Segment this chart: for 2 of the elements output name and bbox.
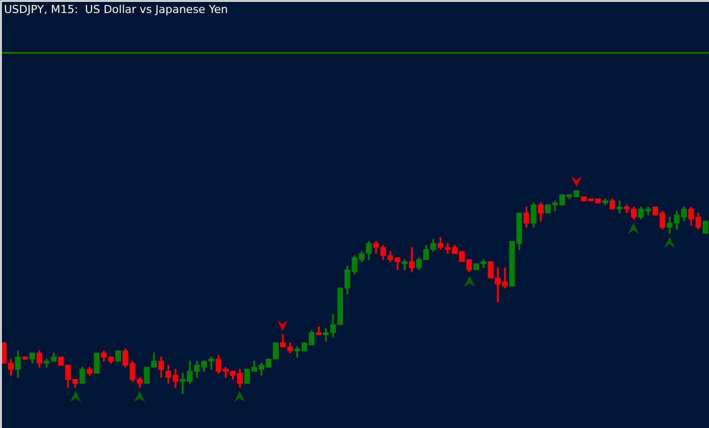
candlestick — [616, 200, 622, 214]
chart-title: USDJPY, M15: US Dollar vs Japanese Yen — [4, 2, 228, 16]
